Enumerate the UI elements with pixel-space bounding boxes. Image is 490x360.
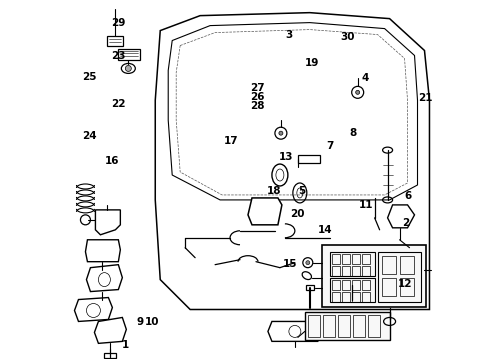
Bar [352, 266, 360, 276]
Bar [338, 315, 350, 337]
Text: 25: 25 [82, 72, 97, 82]
Bar [298, 155, 320, 163]
Bar [107, 36, 123, 45]
Text: 26: 26 [250, 92, 265, 102]
Text: 20: 20 [291, 209, 305, 219]
Text: 24: 24 [82, 131, 97, 141]
Text: 11: 11 [359, 200, 373, 210]
Bar [330, 252, 375, 276]
Bar [342, 266, 350, 276]
Text: 27: 27 [250, 83, 265, 93]
Bar [332, 254, 340, 264]
Text: 15: 15 [283, 259, 297, 269]
Text: 22: 22 [111, 99, 125, 109]
Text: 6: 6 [404, 191, 411, 201]
Text: 14: 14 [318, 225, 332, 235]
Circle shape [125, 66, 131, 71]
Polygon shape [268, 321, 322, 341]
Text: 28: 28 [250, 102, 265, 112]
Bar [368, 315, 380, 337]
Bar [332, 266, 340, 276]
Text: 4: 4 [361, 73, 368, 83]
Bar [378, 252, 421, 302]
Text: 13: 13 [279, 152, 294, 162]
Bar [342, 280, 350, 289]
Text: 18: 18 [267, 186, 282, 196]
Text: 17: 17 [224, 136, 239, 145]
Text: 2: 2 [403, 218, 410, 228]
Bar [342, 254, 350, 264]
Text: 23: 23 [111, 50, 125, 60]
Bar [308, 315, 320, 337]
Text: 21: 21 [418, 93, 433, 103]
Bar [342, 292, 350, 302]
Bar [323, 315, 335, 337]
Text: 30: 30 [341, 32, 355, 41]
Bar [353, 315, 365, 337]
Bar [305, 312, 390, 340]
Circle shape [356, 90, 360, 94]
Polygon shape [388, 205, 415, 228]
Bar [322, 245, 426, 306]
Bar [382, 278, 395, 296]
Bar [362, 266, 369, 276]
Polygon shape [74, 298, 112, 321]
Text: 1: 1 [122, 340, 129, 350]
Circle shape [306, 261, 310, 265]
Polygon shape [95, 318, 126, 343]
Bar [352, 292, 360, 302]
Bar [346, 300, 358, 305]
Polygon shape [86, 265, 122, 292]
Text: 7: 7 [326, 141, 333, 151]
Polygon shape [248, 198, 282, 225]
Bar [399, 256, 414, 274]
Bar [332, 280, 340, 289]
Bar [382, 256, 395, 274]
Bar [362, 292, 369, 302]
Bar [104, 353, 116, 358]
Text: 9: 9 [136, 317, 144, 327]
Text: 5: 5 [298, 186, 306, 196]
Text: 19: 19 [305, 58, 319, 68]
Text: 29: 29 [111, 18, 125, 28]
Bar [330, 278, 375, 302]
Bar [362, 280, 369, 289]
Text: 3: 3 [285, 30, 293, 40]
Text: 8: 8 [350, 128, 357, 138]
Text: 12: 12 [398, 279, 413, 289]
Polygon shape [96, 210, 121, 235]
Bar [332, 292, 340, 302]
Text: 16: 16 [105, 156, 120, 166]
Circle shape [279, 131, 283, 135]
Bar [399, 278, 414, 296]
Bar [352, 280, 360, 289]
Bar [119, 49, 140, 60]
Bar [306, 285, 314, 289]
Bar [362, 254, 369, 264]
Bar [352, 254, 360, 264]
Polygon shape [85, 240, 121, 262]
Text: 10: 10 [145, 317, 159, 327]
